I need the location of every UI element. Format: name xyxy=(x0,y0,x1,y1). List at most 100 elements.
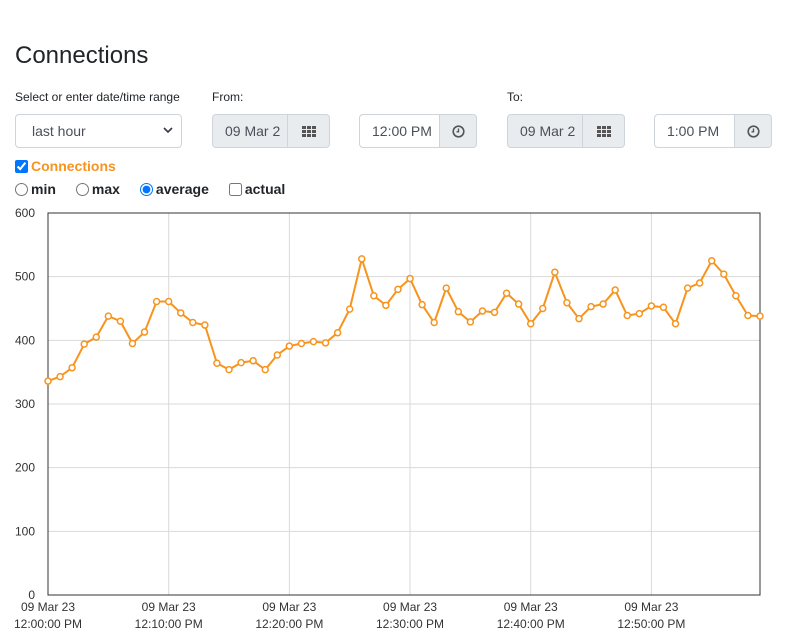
data-point xyxy=(744,311,752,320)
series-connections xyxy=(44,255,764,385)
data-point xyxy=(44,377,52,385)
x-tick-time: 12:10:00 PM xyxy=(135,617,203,631)
data-point xyxy=(189,318,197,327)
range-select[interactable]: last hour xyxy=(15,114,182,148)
x-tick-time: 12:40:00 PM xyxy=(497,617,565,631)
x-tick-time: 12:50:00 PM xyxy=(617,617,685,631)
y-tick-label: 500 xyxy=(15,270,35,284)
x-tick-date: 09 Mar 23 xyxy=(21,600,75,614)
y-tick-label: 200 xyxy=(15,461,35,475)
data-point xyxy=(756,312,764,320)
from-time-input[interactable]: 12:00 PM xyxy=(359,114,440,148)
data-point xyxy=(526,320,535,328)
data-point xyxy=(671,320,680,328)
data-point xyxy=(635,309,644,318)
data-point xyxy=(599,300,607,308)
to-date-group: 09 Mar 2 xyxy=(507,114,625,148)
data-point xyxy=(297,339,306,348)
clock-icon xyxy=(451,124,465,138)
data-point xyxy=(128,339,137,348)
data-point xyxy=(611,286,619,294)
data-point xyxy=(732,292,740,300)
to-time-group: 1:00 PM xyxy=(654,114,772,148)
data-point xyxy=(551,268,559,276)
data-point xyxy=(237,358,245,367)
from-date-input[interactable]: 09 Mar 2 xyxy=(212,114,288,148)
to-calendar-button[interactable] xyxy=(583,114,625,148)
from-clock-button[interactable] xyxy=(440,114,477,148)
data-point xyxy=(514,300,523,308)
x-tick-date: 09 Mar 23 xyxy=(383,600,437,614)
data-point xyxy=(116,317,125,325)
mode-actual-checkbox[interactable] xyxy=(228,182,242,196)
data-point xyxy=(418,300,426,309)
data-point xyxy=(152,297,161,306)
y-tick-label: 600 xyxy=(15,206,35,220)
data-point xyxy=(382,301,390,310)
data-point xyxy=(164,297,173,306)
x-tick-time: 12:00:00 PM xyxy=(14,617,82,631)
data-point xyxy=(225,365,233,374)
mode-max-radio[interactable] xyxy=(75,182,89,196)
data-point xyxy=(345,305,354,313)
mode-actual[interactable]: actual xyxy=(228,181,286,197)
from-label: From: xyxy=(212,90,244,104)
mode-average-radio[interactable] xyxy=(139,182,153,196)
data-point xyxy=(430,318,438,327)
from-date-group: 09 Mar 2 xyxy=(212,114,330,148)
data-point xyxy=(80,340,88,348)
to-label: To: xyxy=(507,90,524,104)
data-point xyxy=(273,351,282,359)
page-title: Connections xyxy=(15,42,149,69)
data-point xyxy=(321,339,330,347)
to-date-input[interactable]: 09 Mar 2 xyxy=(507,114,583,148)
y-tick-label: 100 xyxy=(15,524,35,538)
mode-average[interactable]: average xyxy=(139,181,209,197)
data-point xyxy=(249,356,257,365)
data-point xyxy=(213,359,221,368)
connections-checkbox[interactable] xyxy=(15,159,28,173)
clock-icon xyxy=(746,124,760,138)
mode-min[interactable]: min xyxy=(15,181,56,197)
data-point xyxy=(104,312,113,320)
data-point xyxy=(201,321,209,329)
x-tick-date: 09 Mar 23 xyxy=(504,600,558,614)
mode-radio-group: min max average actual xyxy=(15,181,305,197)
mode-average-label: average xyxy=(155,181,209,197)
plot-frame xyxy=(47,212,761,596)
to-time-input[interactable]: 1:00 PM xyxy=(654,114,735,148)
mode-max[interactable]: max xyxy=(75,181,120,197)
x-tick-time: 12:20:00 PM xyxy=(255,617,323,631)
data-point xyxy=(466,318,475,326)
mode-actual-label: actual xyxy=(244,181,286,197)
data-point xyxy=(454,307,463,316)
data-point xyxy=(442,284,450,292)
mode-max-label: max xyxy=(91,181,120,197)
series-line xyxy=(47,257,761,383)
data-point xyxy=(659,303,668,311)
data-point xyxy=(647,302,656,310)
from-calendar-button[interactable] xyxy=(288,114,330,148)
data-point xyxy=(140,328,149,336)
mode-min-radio[interactable] xyxy=(15,182,28,196)
y-tick-label: 0 xyxy=(28,588,35,602)
mode-min-label: min xyxy=(31,181,56,197)
data-point xyxy=(695,279,704,287)
connections-chart: 0 100 200 300 400 500 600 09 Mar 23 12:00:00 PM… xyxy=(14,206,764,631)
connections-toggle-label: Connections xyxy=(31,158,116,174)
data-point xyxy=(623,311,632,320)
data-point xyxy=(370,292,378,300)
chart-grid xyxy=(47,212,760,596)
data-point xyxy=(68,363,76,372)
data-point xyxy=(358,255,366,263)
to-clock-button[interactable] xyxy=(735,114,772,148)
chevron-down-icon xyxy=(163,127,173,134)
x-axis: 09 Mar 23 12:00:00 PM 09 Mar 23 12:10:00 PM… xyxy=(14,600,685,631)
y-tick-label: 300 xyxy=(15,397,35,411)
data-point xyxy=(92,333,101,341)
x-tick-time: 12:30:00 PM xyxy=(376,617,444,631)
data-point xyxy=(563,299,571,307)
connections-toggle[interactable]: Connections xyxy=(15,158,116,174)
x-tick-date: 09 Mar 23 xyxy=(262,600,316,614)
from-time-group: 12:00 PM xyxy=(359,114,477,148)
